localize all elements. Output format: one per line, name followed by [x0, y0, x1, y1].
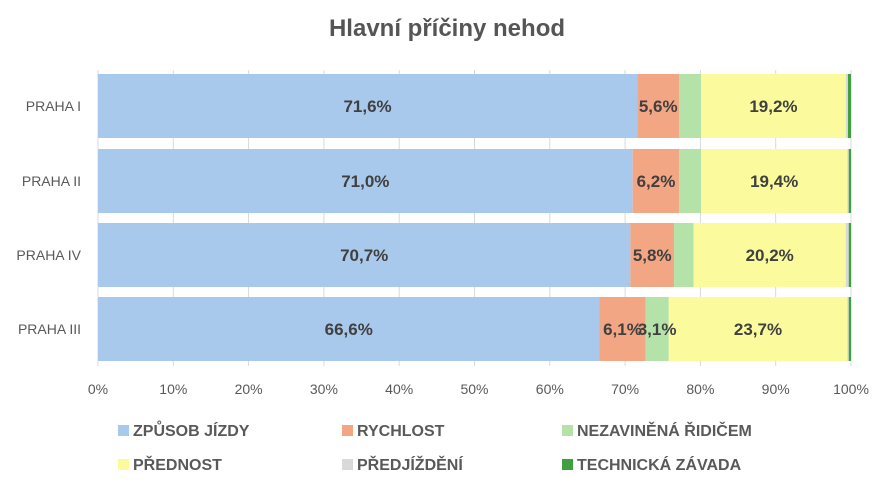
x-tick-label: 70%	[611, 381, 639, 397]
legend-entry: PŘEDNOST	[133, 455, 222, 474]
legend-swatch	[562, 459, 573, 470]
data-label: 5,6%	[639, 97, 678, 116]
bar-segment	[632, 149, 680, 213]
x-tick-label: 50%	[460, 381, 488, 397]
category-label: PRAHA IV	[16, 247, 81, 263]
legend-swatch	[118, 425, 129, 436]
bar-segment	[599, 297, 646, 361]
bar-segment	[668, 297, 848, 361]
bar-segment	[848, 297, 851, 361]
chart-title: Hlavní příčiny nehod	[329, 15, 565, 42]
legend-entry: TECHNICKÁ ZÁVADA	[577, 455, 742, 474]
bar-segment	[98, 149, 633, 213]
legend: ZPŮSOB JÍZDY RYCHLOST NEZAVINĚNÁ ŘIDIČEM PŘ…	[118, 420, 752, 474]
data-label: 70,7%	[340, 246, 388, 265]
bar-segment	[847, 297, 849, 361]
legend-swatch	[118, 459, 129, 470]
bar-segment	[630, 223, 675, 287]
bar-segment	[98, 297, 600, 361]
x-tick-label: 10%	[159, 381, 187, 397]
bar-segment	[637, 74, 680, 138]
bar-segment	[645, 297, 669, 361]
bar-segment	[848, 149, 851, 213]
data-label: 19,4%	[750, 172, 798, 191]
category-label: PRAHA II	[22, 173, 81, 189]
data-label: 23,7%	[734, 320, 782, 339]
legend-entry: ZPŮSOB JÍZDY	[133, 420, 250, 440]
x-tick-label: 90%	[762, 381, 790, 397]
bar-segment	[679, 149, 702, 213]
legend-entry: NEZAVINĚNÁ ŘIDIČEM	[577, 421, 752, 440]
legend-swatch	[562, 425, 573, 436]
x-tick-label: 100%	[833, 381, 869, 397]
x-tick-label: 20%	[235, 381, 263, 397]
data-label: 66,6%	[325, 320, 373, 339]
bar-segment	[701, 149, 848, 213]
bar-segment	[674, 223, 694, 287]
data-label: 71,6%	[343, 97, 391, 116]
bar-segment	[693, 223, 846, 287]
bar-segment	[847, 149, 849, 213]
x-tick-label: 0%	[88, 381, 108, 397]
x-tick-label: 80%	[686, 381, 714, 397]
x-tick-label: 30%	[310, 381, 338, 397]
legend-swatch	[342, 459, 353, 470]
category-labels: PRAHA I PRAHA II PRAHA IV PRAHA III	[16, 98, 81, 337]
category-label: PRAHA III	[18, 321, 81, 337]
category-label: PRAHA I	[26, 98, 81, 114]
data-label: 19,2%	[749, 97, 797, 116]
legend-entry: RYCHLOST	[357, 423, 445, 440]
x-axis-ticks: 0% 10% 20% 30% 40% 50% 60% 70% 80% 90% 100%	[88, 381, 869, 397]
data-labels: 71,6% 5,6% 19,2% 71,0% 6,2% 19,4% 70,7% 5,8% 20,…	[325, 97, 799, 339]
legend-entry: PŘEDJÍŽDĚNÍ	[357, 455, 463, 474]
x-tick-label: 60%	[536, 381, 564, 397]
bar-segment	[679, 74, 702, 138]
data-label: 5,8%	[633, 246, 672, 265]
data-label: 6,1%	[603, 320, 642, 339]
x-tick-label: 40%	[385, 381, 413, 397]
data-label: 3,1%	[638, 320, 677, 339]
bar-segment	[845, 223, 849, 287]
data-label: 20,2%	[746, 246, 794, 265]
bar-segment	[845, 74, 848, 138]
bar-segment	[98, 74, 638, 138]
bar-segment	[98, 223, 631, 287]
bar-segment	[848, 223, 851, 287]
data-label: 6,2%	[637, 172, 676, 191]
bars	[98, 74, 851, 361]
bar-segment	[847, 74, 851, 138]
legend-swatch	[342, 425, 353, 436]
data-label: 71,0%	[341, 172, 389, 191]
bar-segment	[701, 74, 846, 138]
